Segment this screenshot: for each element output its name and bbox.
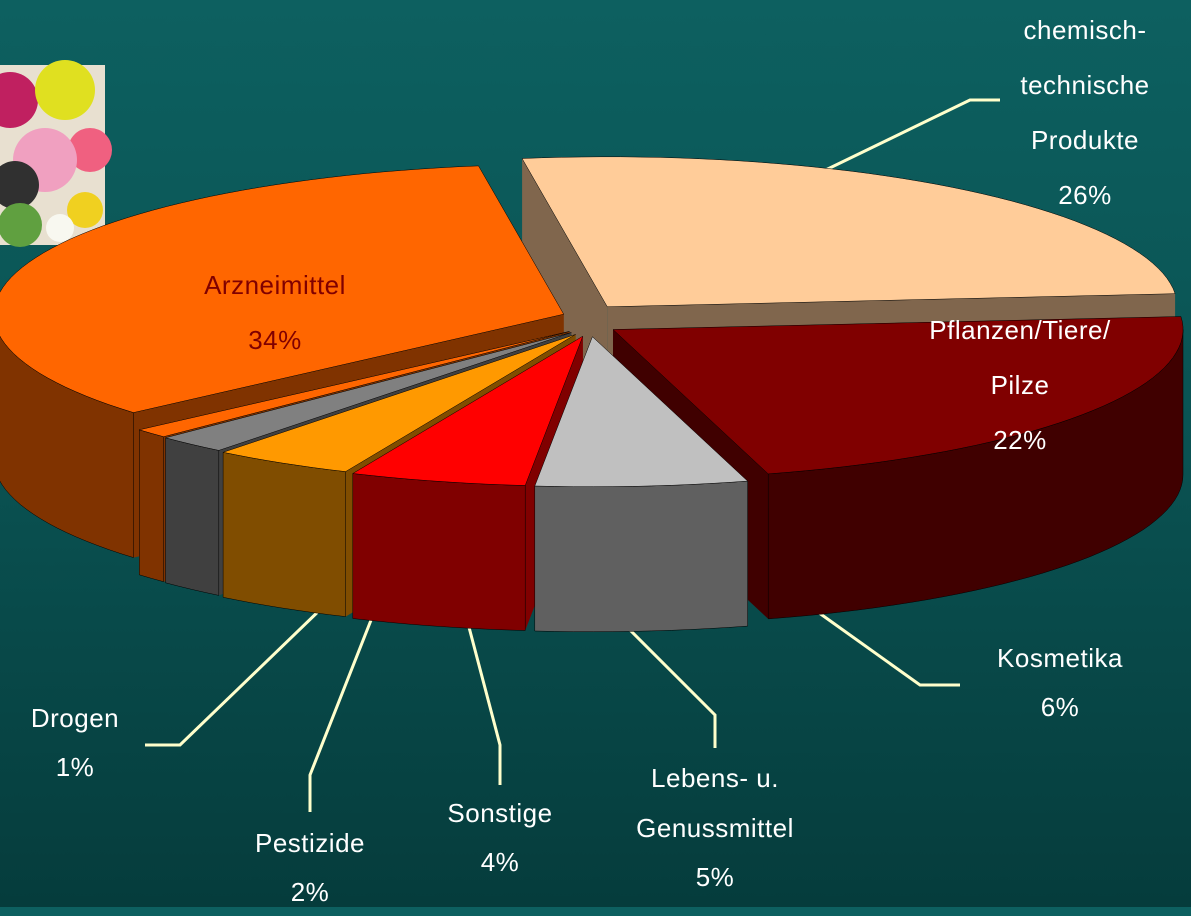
slice-name: Sonstige	[447, 798, 553, 828]
slice-top	[0, 165, 565, 413]
slice-label: Lebens- u. Genussmittel 5%	[636, 753, 794, 901]
slice-label: Pflanzen/Tiere/ Pilze 22%	[929, 303, 1110, 468]
slice-value: 2%	[290, 877, 330, 907]
pie	[0, 156, 1184, 632]
slice-value: 22%	[993, 425, 1047, 455]
slice-label: Pestizide 2%	[255, 818, 365, 916]
slice-name: chemisch- technische Produkte	[1020, 15, 1150, 155]
leader-lines	[145, 98, 1000, 812]
slice-value: 1%	[55, 752, 95, 782]
slice-name: Arzneimittel	[204, 270, 346, 300]
slice-label: Drogen 1%	[31, 693, 119, 791]
slice-side	[165, 437, 220, 596]
slice-name: Drogen	[30, 703, 120, 733]
slice-side	[352, 473, 526, 631]
slice-top	[164, 332, 572, 451]
slice-name: Pestizide	[255, 828, 365, 858]
slice-value: 26%	[1058, 180, 1112, 210]
slice-top	[352, 335, 584, 486]
slice-top	[138, 331, 570, 437]
slice-side	[534, 480, 748, 632]
slice-top	[534, 336, 749, 487]
slice-value: 6%	[1040, 692, 1080, 722]
slice-value: 5%	[695, 862, 735, 892]
slice-side	[222, 451, 346, 617]
slice	[534, 336, 749, 632]
slice-label: chemisch- technische Produkte 26%	[1020, 3, 1149, 223]
slice-name: Kosmetika	[997, 643, 1123, 673]
slice-label: Sonstige 4%	[447, 788, 552, 886]
slice-name: Pflanzen/Tiere/ Pilze	[929, 315, 1111, 400]
slice-value: 4%	[480, 847, 520, 877]
slice-label: Arzneimittel 34%	[204, 258, 346, 368]
slice-label: Kosmetika 6%	[997, 633, 1123, 731]
slice-name: Lebens- u. Genussmittel	[636, 763, 794, 843]
slice-value: 34%	[248, 325, 302, 355]
slice-top	[222, 334, 576, 472]
slice-top	[521, 156, 1176, 308]
pills-photo	[0, 60, 112, 247]
slice-top	[612, 316, 1184, 475]
slice	[612, 316, 1184, 620]
slice-side	[139, 429, 164, 583]
